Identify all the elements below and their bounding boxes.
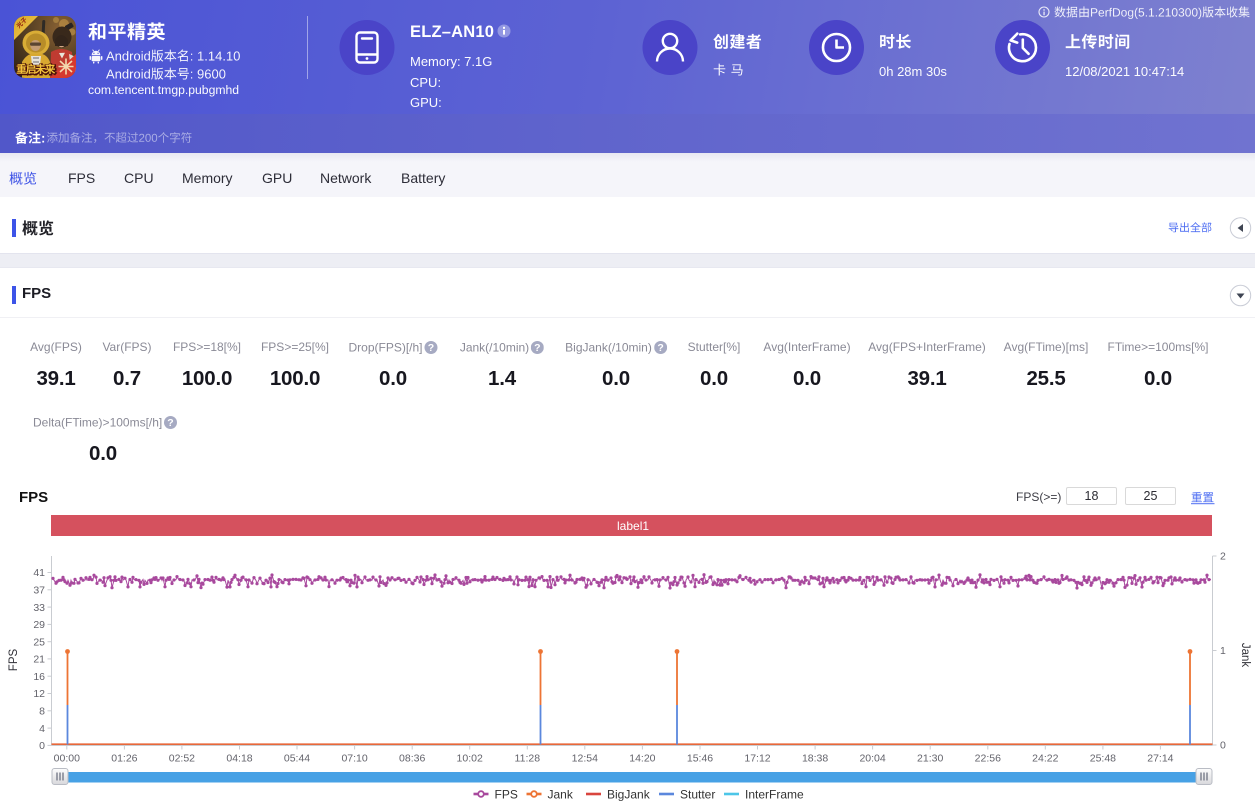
svg-text:0: 0 (39, 740, 45, 752)
svg-text:07:10: 07:10 (341, 753, 367, 765)
svg-text:25:48: 25:48 (1090, 753, 1116, 765)
svg-text:?: ? (168, 417, 174, 429)
svg-text:27:14: 27:14 (1147, 753, 1173, 765)
svg-text:15:46: 15:46 (687, 753, 713, 765)
svg-text:20:04: 20:04 (859, 753, 885, 765)
svg-text:16: 16 (33, 671, 45, 683)
svg-text:33: 33 (33, 602, 45, 614)
svg-text:21:30: 21:30 (917, 753, 943, 765)
svg-text:Jank: Jank (1239, 643, 1251, 668)
svg-text:InterFrame: InterFrame (745, 788, 804, 802)
svg-text:8: 8 (39, 706, 45, 718)
svg-text:14:20: 14:20 (629, 753, 655, 765)
svg-text:01:26: 01:26 (111, 753, 137, 765)
svg-text:2: 2 (1220, 551, 1226, 563)
svg-text:12:54: 12:54 (572, 753, 598, 765)
svg-text:41: 41 (33, 567, 45, 579)
svg-text:25: 25 (33, 636, 45, 648)
svg-text:37: 37 (33, 585, 45, 597)
svg-text:29: 29 (33, 619, 45, 631)
svg-text:08:36: 08:36 (399, 753, 425, 765)
svg-text:?: ? (657, 342, 663, 354)
svg-text:10:02: 10:02 (457, 753, 483, 765)
svg-text:Stutter: Stutter (680, 788, 715, 802)
svg-text:FPS: FPS (495, 788, 518, 802)
svg-text:?: ? (534, 342, 540, 354)
svg-text:18:38: 18:38 (802, 753, 828, 765)
svg-text:00:00: 00:00 (54, 753, 80, 765)
svg-text:1: 1 (1220, 645, 1226, 657)
svg-text:Jank: Jank (548, 788, 574, 802)
svg-text:22:56: 22:56 (975, 753, 1001, 765)
svg-text:FPS: FPS (8, 648, 20, 671)
svg-text:04:18: 04:18 (226, 753, 252, 765)
svg-text:02:52: 02:52 (169, 753, 195, 765)
svg-text:11:28: 11:28 (515, 753, 541, 765)
svg-text:0: 0 (1220, 740, 1226, 752)
svg-text:BigJank: BigJank (607, 788, 651, 802)
svg-text:4: 4 (39, 723, 45, 735)
svg-text:12: 12 (33, 688, 45, 700)
svg-text:?: ? (428, 342, 434, 354)
svg-text:17:12: 17:12 (744, 753, 770, 765)
svg-text:21: 21 (33, 654, 45, 666)
svg-text:24:22: 24:22 (1032, 753, 1058, 765)
svg-text:05:44: 05:44 (284, 753, 310, 765)
